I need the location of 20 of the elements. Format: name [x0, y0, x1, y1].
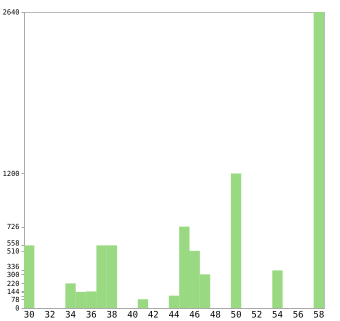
x-tick-label: 36	[86, 310, 97, 320]
x-tick-label: 34	[65, 310, 76, 320]
bar	[138, 299, 148, 308]
x-tick-label: 58	[313, 310, 324, 320]
x-tick-label: 30	[24, 310, 35, 320]
x-tick-label: 32	[44, 310, 56, 320]
x-tick-label: 42	[148, 310, 159, 320]
x-tick-label: 48	[210, 310, 221, 320]
x-tick-label: 54	[272, 310, 283, 320]
x-tick-label: 44	[168, 310, 180, 320]
bar	[24, 245, 34, 308]
bar	[314, 12, 324, 308]
x-tick-label: 56	[292, 310, 304, 320]
x-tick-label: 40	[127, 310, 138, 320]
bar	[272, 270, 283, 308]
bar	[230, 173, 242, 308]
x-tick-label: 52	[251, 310, 262, 320]
x-tick-label: 50	[230, 310, 242, 320]
x-tick-label: 46	[189, 310, 200, 320]
x-tick-label: 38	[106, 310, 118, 320]
